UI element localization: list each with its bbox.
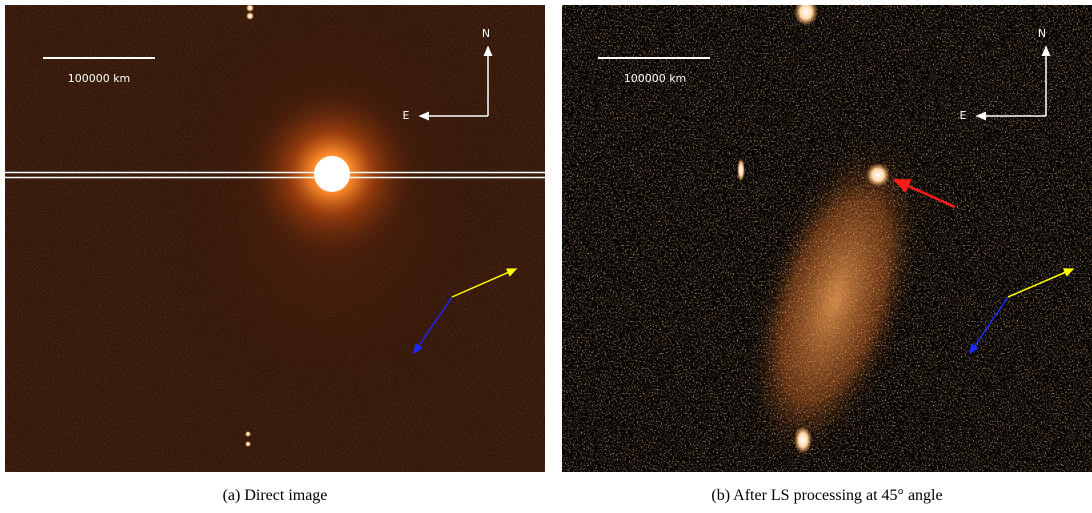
figure: 100000 km N E 100000 km N E (a) Direct i… [0, 0, 1092, 513]
panel-a-image: 100000 km N E [5, 0, 545, 472]
caption: (b) After LS processing at 45° angle [711, 487, 942, 504]
panel-b-image: 100000 km N E [562, 0, 1092, 490]
north-label: N [1038, 27, 1046, 40]
east-label: E [960, 109, 967, 122]
caption: (a) Direct image [223, 487, 328, 504]
north-label: N [482, 27, 490, 40]
east-label: E [403, 109, 410, 122]
scale-label: 100000 km [624, 72, 687, 85]
scale-label: 100000 km [68, 72, 131, 85]
